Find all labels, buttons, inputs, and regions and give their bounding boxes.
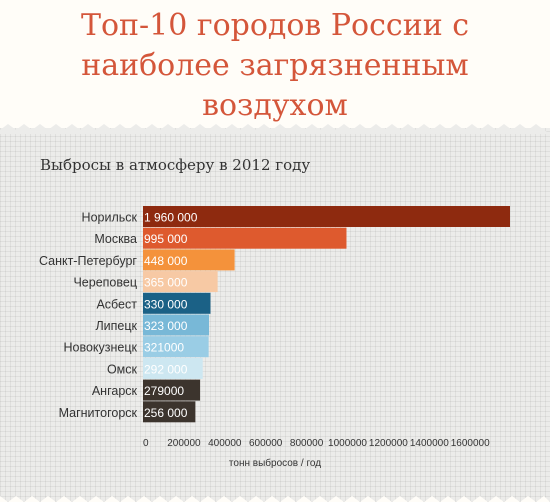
title-line: Топ-10 городов России с <box>80 8 470 43</box>
data-label: 330 000 <box>144 297 188 311</box>
chart-subtitle: Выбросы в атмосферу в 2012 году <box>40 156 311 174</box>
bar <box>143 314 210 336</box>
category-label: Ангарск <box>92 384 138 398</box>
category-label: Новокузнецк <box>63 341 137 355</box>
category-label: Норильск <box>82 211 138 225</box>
x-tick-label: 600000 <box>249 438 283 449</box>
bar <box>143 249 235 271</box>
x-tick-label: 1400000 <box>410 438 449 449</box>
zigzag-top-border <box>0 124 550 134</box>
bar <box>143 401 196 423</box>
bar <box>143 227 347 249</box>
x-tick-label: 400000 <box>208 438 242 449</box>
category-label: Череповец <box>73 276 137 290</box>
x-tick-label: 200000 <box>167 438 201 449</box>
x-tick-label: 800000 <box>290 438 324 449</box>
data-label: 995 000 <box>144 232 188 246</box>
data-label: 279000 <box>144 384 184 398</box>
category-label: Асбест <box>96 297 137 311</box>
category-label: Магнитогорск <box>59 406 138 420</box>
data-label: 256 000 <box>144 406 188 420</box>
x-axis-label: тонн выбросов / год <box>229 457 321 469</box>
bar <box>143 379 201 401</box>
x-tick-label: 1600000 <box>451 438 490 449</box>
title-line: наиболее загрязненным <box>81 48 469 83</box>
category-label: Омск <box>107 362 138 376</box>
data-label: 292 000 <box>144 362 188 376</box>
bar <box>143 357 203 379</box>
chart-background <box>0 128 550 502</box>
bar <box>143 336 209 358</box>
data-label: 1 960 000 <box>144 211 198 225</box>
title-line: воздухом <box>202 88 348 123</box>
category-label: Липецк <box>95 319 137 333</box>
category-label: Санкт-Петербург <box>39 254 137 268</box>
data-label: 365 000 <box>144 276 188 290</box>
x-tick-label: 0 <box>143 438 149 449</box>
data-label: 323 000 <box>144 319 188 333</box>
category-label: Москва <box>94 232 137 246</box>
x-tick-label: 1000000 <box>328 438 367 449</box>
bar <box>143 271 218 293</box>
bar <box>143 206 510 227</box>
data-label: 448 000 <box>144 254 188 268</box>
zigzag-bottom-border <box>0 496 550 502</box>
page-title: Топ-10 городов России с наиболее загрязн… <box>0 6 550 126</box>
bar <box>143 292 211 314</box>
data-label: 321000 <box>144 341 184 355</box>
x-tick-label: 1200000 <box>369 438 408 449</box>
